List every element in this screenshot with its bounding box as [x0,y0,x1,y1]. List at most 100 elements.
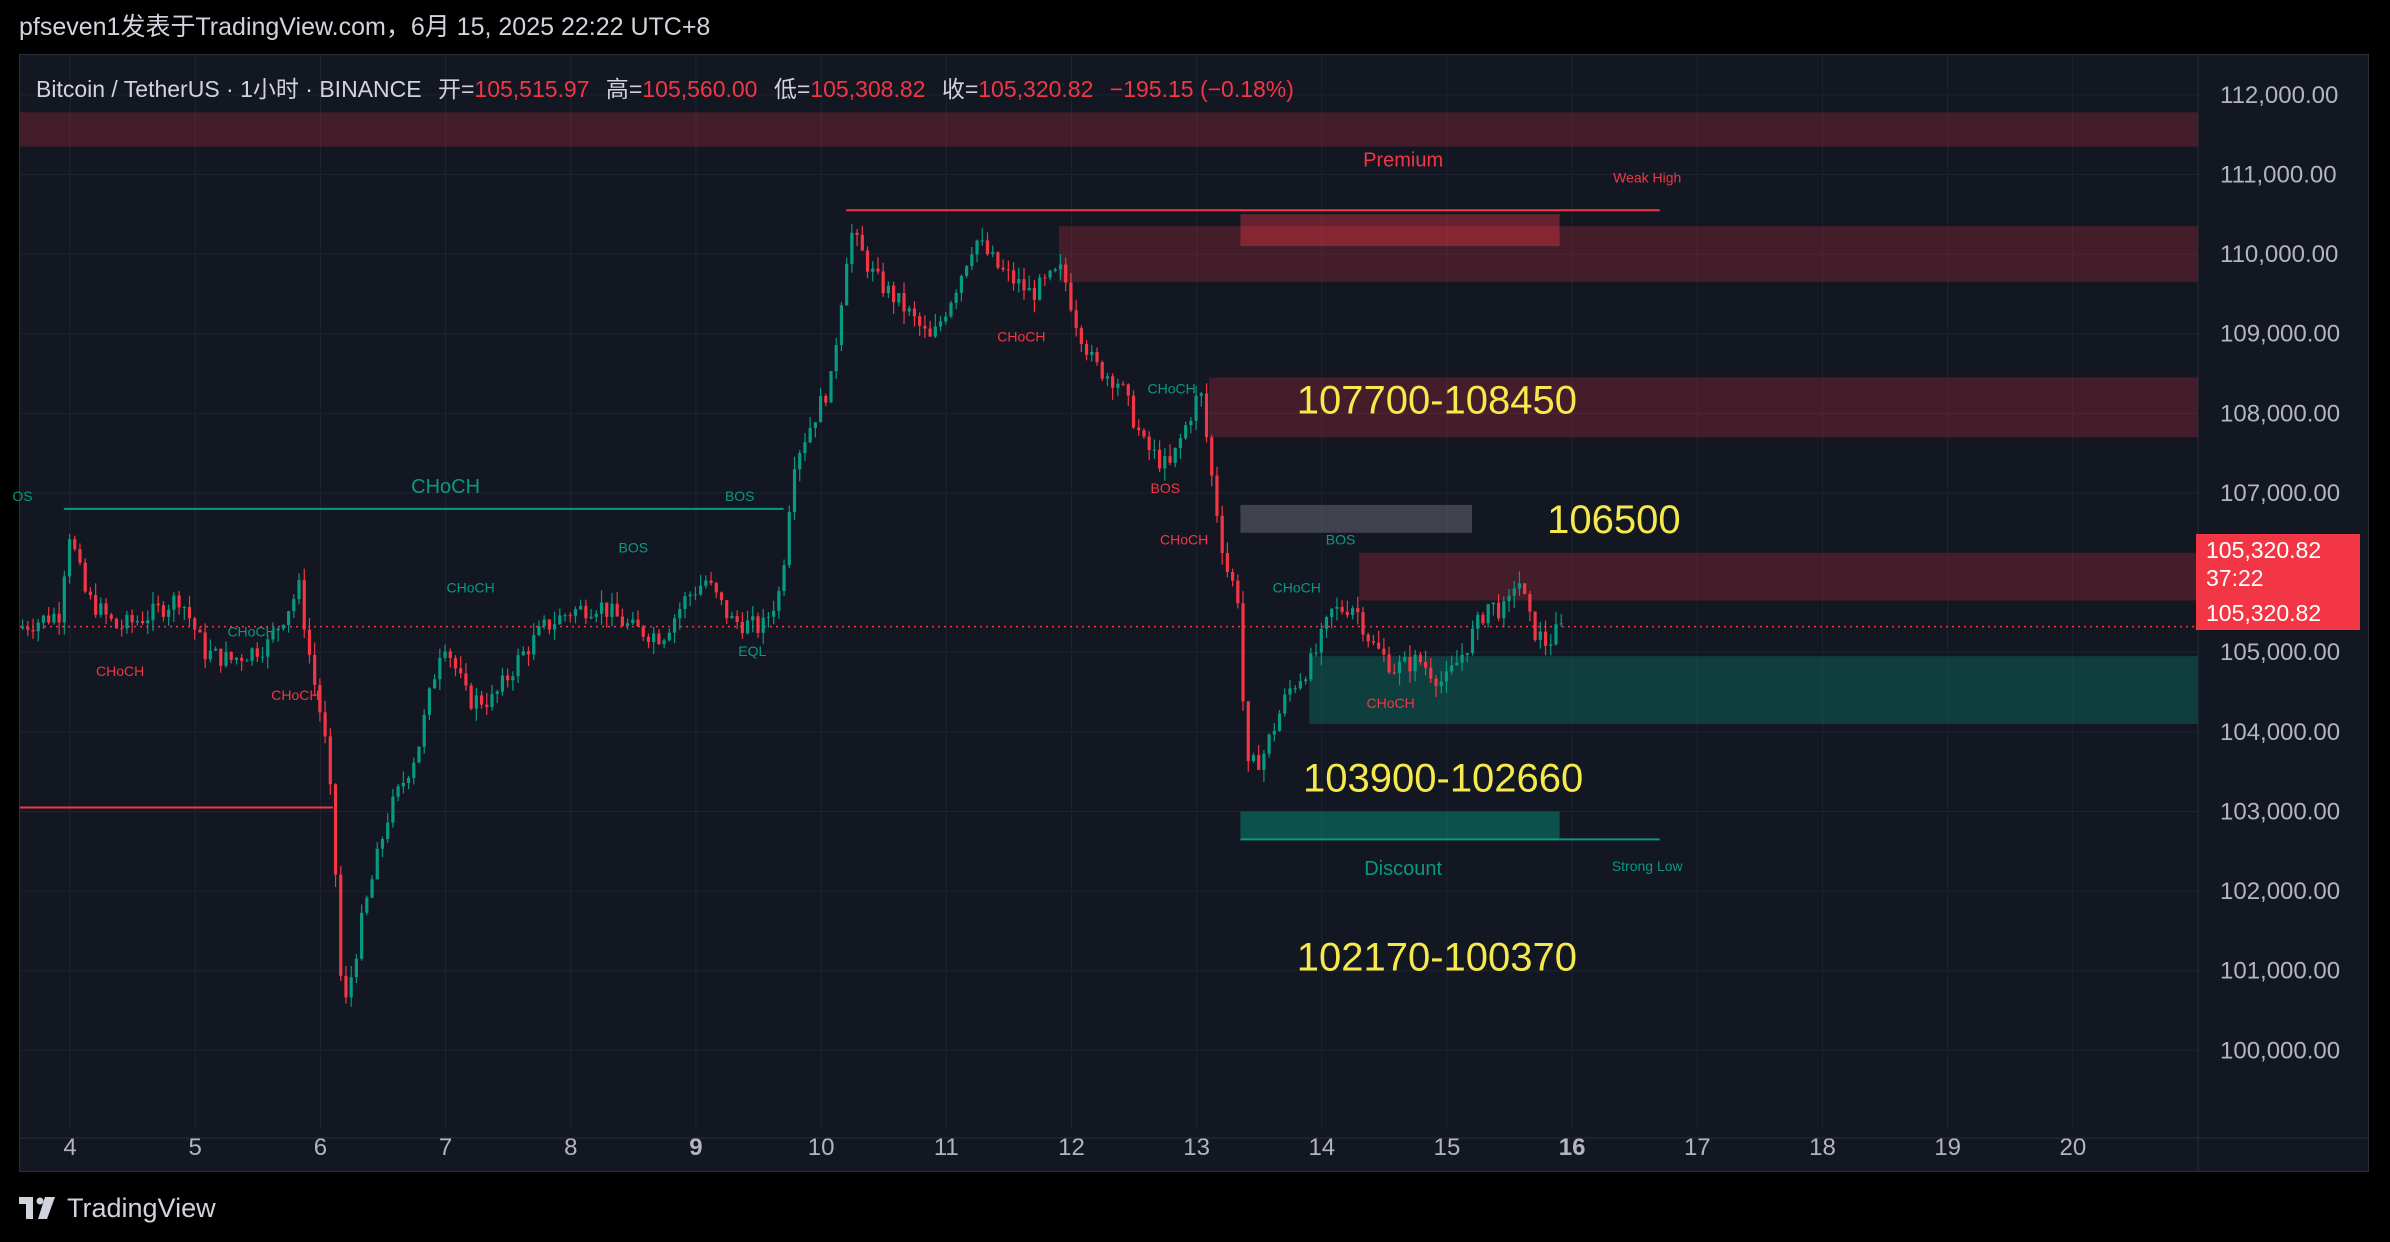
candle-body [208,650,212,660]
candle-body [1345,611,1349,616]
candle-body [1137,427,1141,431]
x-tick-label: 7 [439,1134,452,1161]
y-tick-label: 100,000.00 [2220,1037,2340,1064]
candle-body [865,250,870,272]
candle-body [803,442,807,454]
candle-body [1257,755,1261,770]
candle-body [933,326,937,337]
symbol-name[interactable]: Bitcoin / TetherUS · 1小时 · BINANCE [36,76,422,102]
candle-body [1090,351,1094,355]
chart-annotation: CHoCH [1273,580,1321,596]
tradingview-logo-icon [19,1197,55,1219]
brand-name: TradingView [67,1192,216,1223]
chart-annotation: CHoCH [411,476,480,498]
candle-body [240,657,244,661]
candle-body [886,285,890,294]
candle-body [1121,383,1125,385]
candle-body [1486,604,1490,624]
candle-body [1496,602,1501,619]
zone-premium [1058,226,2198,282]
candle-body [672,618,677,633]
candle-body [1309,653,1313,680]
candle-body [1444,671,1449,682]
candle-body [1116,383,1120,388]
candle-body [683,596,687,609]
candle-body [1429,667,1433,679]
candle-body [130,614,134,623]
candle-body [568,615,572,617]
candle-body [860,234,864,251]
candle-body [521,651,525,656]
candle-body [1178,438,1183,448]
candle-body [1038,277,1042,300]
candle-body [1319,628,1323,653]
candle-body [1017,279,1021,284]
candle-body [1330,608,1334,618]
candle-body [313,654,317,685]
chart-pane[interactable] [19,54,2369,1172]
y-tick-label: 104,000.00 [2220,719,2340,746]
candle-body [1413,654,1417,672]
candle-body [1491,602,1495,605]
candle-body [699,585,703,595]
candle-body [187,606,192,619]
candle-body [41,615,46,623]
zone-premium [1209,377,2198,438]
candle-body [443,651,447,658]
candle-body [1543,631,1548,646]
candle-body [1387,654,1391,673]
candle-body [845,263,849,306]
candle-body [1100,362,1104,379]
candle-body [271,630,275,640]
candle-body [104,603,108,615]
candle-body [250,648,254,661]
candle-body [808,427,812,443]
chart-annotation: OS [12,488,32,504]
candle-body [1048,270,1052,278]
candle-body [667,632,671,641]
tradingview-logo[interactable]: TradingView [19,1190,216,1226]
candle-body [1450,665,1454,672]
candle-body [1335,606,1339,609]
candle-body [818,395,823,423]
candle-body [740,622,744,634]
candle-body [1283,694,1287,714]
candle-body [855,232,859,235]
candle-body [1293,688,1297,690]
candle-body [745,620,750,634]
x-tick-label: 9 [689,1134,702,1161]
chart-annotation: Weak High [1613,169,1681,185]
candle-body [323,712,327,737]
candle-body [375,848,379,880]
candle-body [234,657,239,660]
chart-annotation: CHoCH [447,580,495,596]
candle-body [626,623,630,626]
candle-body [1340,606,1344,612]
candle-body [167,609,171,617]
chart-annotation: CHoCH [997,329,1045,345]
candle-body [923,325,927,329]
open-value: 105,515.97 [474,76,590,102]
candle-body [453,658,458,669]
candle-body [427,688,432,715]
candle-body [47,615,51,623]
high-label: 高= [605,76,643,102]
chart-annotation: Discount [1364,858,1442,880]
annotations: 107700-108450 106500 103900-102660 102170-1… [12,149,1683,979]
change-value: −195.15 (−0.18%) [1109,76,1294,102]
candle-body [1043,277,1047,279]
candle-body [1439,681,1443,687]
candle-body [1533,611,1537,640]
candle-body [1064,264,1068,283]
candle-body [1006,269,1010,271]
candle-body [1403,656,1407,662]
candle-body [938,321,943,327]
candle-body [1382,648,1386,655]
candle-body [1418,654,1422,663]
last-price-value-secondary: 105,320.82 [2206,600,2322,626]
candle-body [1350,608,1355,616]
candle-body [380,838,385,849]
candle-body [584,605,588,619]
